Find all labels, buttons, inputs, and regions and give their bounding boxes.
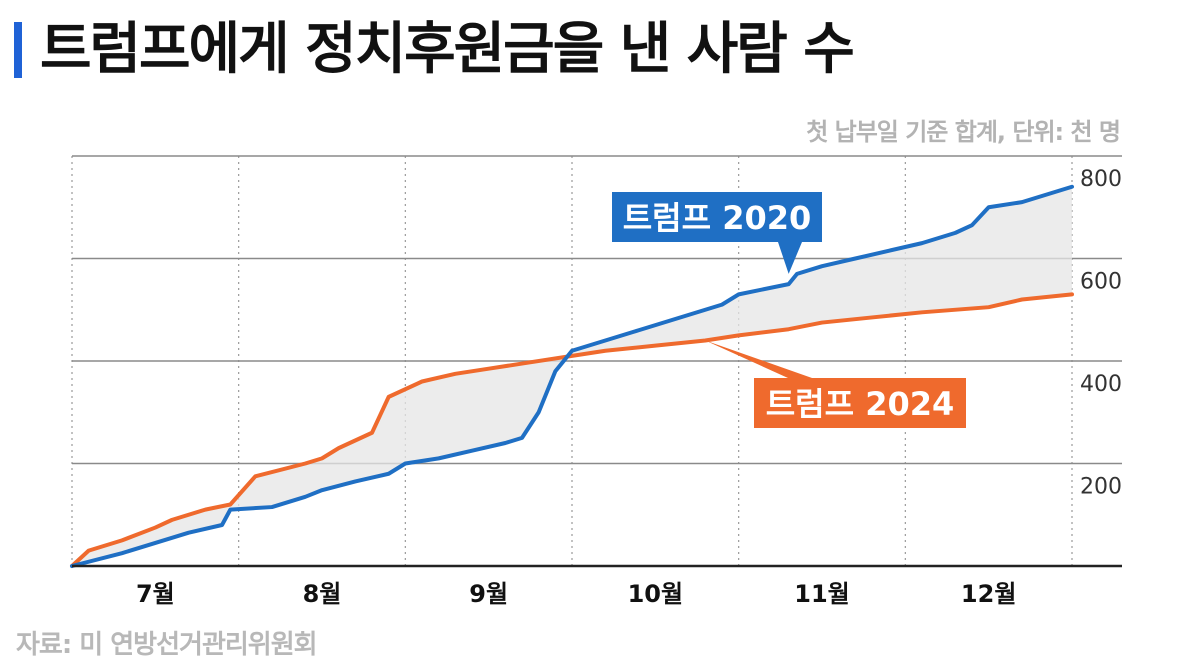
x-tick-label: 10월 (628, 580, 683, 608)
callout-2024: 트럼프 2024 (705, 340, 966, 428)
series-line-2020 (70, 184, 1074, 568)
header: 트럼프에게 정치후원금을 낸 사람 수 (0, 0, 1200, 100)
y-tick-label: 600 (1080, 270, 1122, 295)
x-tick-label: 7월 (136, 580, 175, 608)
callout-2020-pointer (778, 242, 802, 274)
chart-subtitle: 첫 납부일 기준 합계, 단위: 천 명 (806, 118, 1121, 146)
callout-2024-label: 트럼프 2024 (766, 385, 955, 423)
x-tick-label: 9월 (469, 580, 508, 608)
chart-title: 트럼프에게 정치후원금을 낸 사람 수 (40, 17, 855, 82)
callout-2020: 트럼프 2020 (612, 192, 822, 274)
callouts: 트럼프 2020 트럼프 2024 (612, 192, 966, 428)
title-accent-bar (14, 22, 22, 78)
x-tick-label: 11월 (794, 580, 849, 608)
fill-between-area (72, 186, 1072, 566)
source-note: 자료: 미 연방선거관리위원회 (16, 630, 318, 660)
grid (71, 155, 1122, 566)
y-tick-label: 400 (1080, 372, 1122, 397)
axes: 200 400 600 800 7월 8월 9월 10월 11월 12월 (72, 167, 1122, 608)
callout-2020-label: 트럼프 2020 (623, 199, 812, 237)
callout-2024-pointer (705, 340, 812, 378)
callout-2020-box (612, 192, 822, 242)
y-tick-label: 200 (1080, 475, 1122, 500)
x-tick-label: 12월 (961, 580, 1016, 608)
callout-2024-box (754, 378, 966, 428)
series-layer (70, 184, 1074, 568)
x-tick-label: 8월 (303, 580, 342, 608)
series-line-2024 (70, 292, 1074, 568)
y-tick-label: 800 (1080, 167, 1122, 192)
fill-between-series (72, 186, 1072, 566)
